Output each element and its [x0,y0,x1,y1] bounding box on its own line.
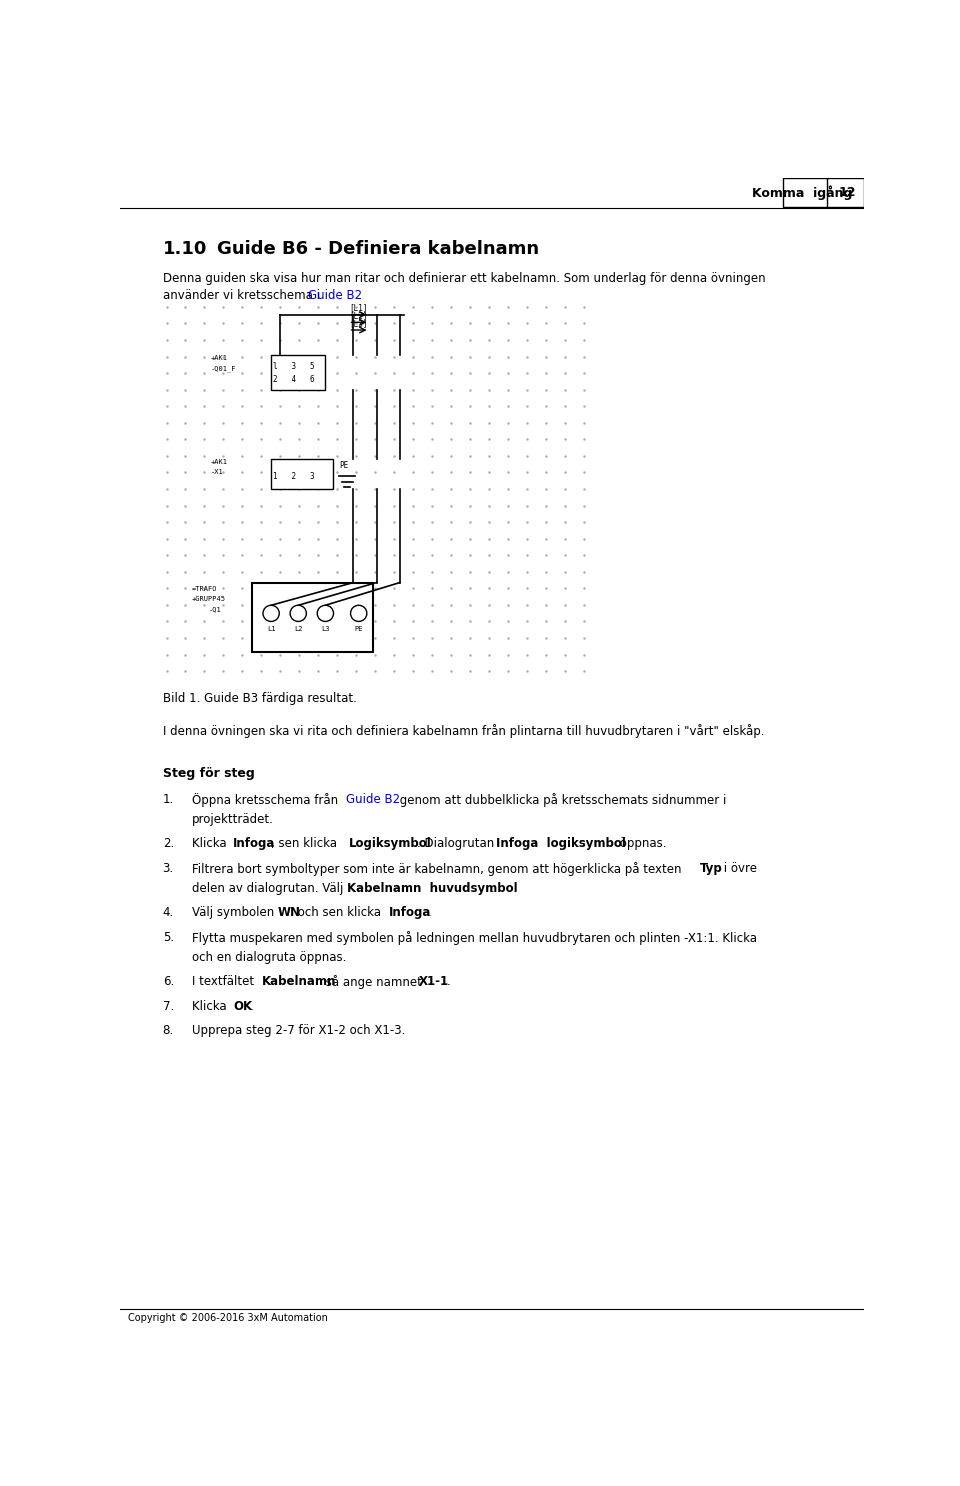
Text: öppnas.: öppnas. [616,838,666,850]
Text: Infoga  logiksymbol: Infoga logiksymbol [496,838,626,850]
Text: . Dialogrutan: . Dialogrutan [417,838,498,850]
Text: .: . [251,1000,254,1012]
Text: 2.: 2. [162,838,174,850]
Text: 8.: 8. [162,1024,174,1037]
Text: -X1: -X1 [210,470,224,476]
Text: -Q01_F: -Q01_F [210,366,236,372]
Text: +GRUPP45: +GRUPP45 [191,596,226,602]
Text: 2   4   6: 2 4 6 [273,374,314,383]
Text: 1.10: 1.10 [162,239,207,259]
Text: .: . [356,290,360,302]
Text: Infoga: Infoga [389,906,431,920]
Text: Guide B2: Guide B2 [308,290,363,302]
Text: genom att dubbelklicka på kretsschemats sidnummer i: genom att dubbelklicka på kretsschemats … [396,792,727,807]
Text: +AK1: +AK1 [210,459,228,465]
Text: Guide B6 - Definiera kabelnamn: Guide B6 - Definiera kabelnamn [217,239,539,259]
Circle shape [263,605,279,621]
Text: .: . [491,883,494,895]
Text: 7.: 7. [162,1000,174,1012]
Circle shape [290,605,306,621]
Text: .: . [446,975,450,988]
Text: och sen klicka: och sen klicka [295,906,385,920]
Text: -Q1: -Q1 [209,606,222,612]
Text: =TRAFO: =TRAFO [191,587,217,593]
Bar [252,583,373,652]
Text: Copyright © 2006-2016 3xM Automation: Copyright © 2006-2016 3xM Automation [128,1314,327,1324]
Text: delen av dialogrutan. Välj: delen av dialogrutan. Välj [192,883,348,895]
Text: 12: 12 [838,186,855,199]
Text: Komma  igång: Komma igång [752,186,852,201]
Text: Denna guiden ska visa hur man ritar och definierar ett kabelnamn. Som underlag f: Denna guiden ska visa hur man ritar och … [162,272,765,285]
Text: Bild 1. Guide B3 färdiga resultat.: Bild 1. Guide B3 färdiga resultat. [162,692,356,704]
Text: I textfältet: I textfältet [192,975,258,988]
Text: +AK1: +AK1 [210,355,228,361]
Text: PE: PE [354,627,363,633]
Circle shape [350,605,367,621]
Text: L1: L1 [267,627,276,633]
Text: Filtrera bort symboltyper som inte är kabelnamn, genom att högerklicka på texten: Filtrera bort symboltyper som inte är ka… [192,862,685,875]
Text: [L2]: [L2] [349,311,368,319]
Text: Logiksymbol: Logiksymbol [348,838,431,850]
Text: 1.: 1. [162,792,174,805]
Text: Upprepa steg 2-7 för X1-2 och X1-3.: Upprepa steg 2-7 för X1-2 och X1-3. [192,1024,405,1037]
Text: OK: OK [233,1000,252,1012]
Text: 5.: 5. [162,930,174,944]
Text: Steg för steg: Steg för steg [162,767,254,780]
Text: I denna övningen ska vi rita och definiera kabelnamn från plintarna till huvudbr: I denna övningen ska vi rita och definie… [162,724,764,739]
Bar [271,459,333,489]
Text: Kabelnamn  huvudsymbol: Kabelnamn huvudsymbol [348,883,517,895]
Text: L3: L3 [322,627,329,633]
Text: så ange namnet: så ange namnet [323,975,426,990]
Text: WN: WN [277,906,300,920]
Text: PE: PE [339,461,348,470]
Text: L2: L2 [294,627,302,633]
Text: [L3]: [L3] [349,318,368,328]
Text: och en dialogruta öppnas.: och en dialogruta öppnas. [192,951,347,964]
Text: Guide B2: Guide B2 [346,792,399,805]
Text: .: . [427,906,431,920]
Text: projektträdet.: projektträdet. [192,813,274,826]
Text: Öppna kretsschema från: Öppna kretsschema från [192,792,342,807]
Text: , sen klicka: , sen klicka [271,838,341,850]
Text: Infoga: Infoga [232,838,275,850]
Text: Välj symbolen: Välj symbolen [192,906,278,920]
Circle shape [317,605,333,621]
Bar [271,355,325,389]
Text: 6.: 6. [162,975,174,988]
Text: Kabelnamn: Kabelnamn [262,975,336,988]
Text: använder vi kretsschema i: använder vi kretsschema i [162,290,324,302]
Text: Flytta muspekaren med symbolen på ledningen mellan huvudbrytaren och plinten -X1: Flytta muspekaren med symbolen på lednin… [192,930,757,945]
Text: X1-1: X1-1 [419,975,448,988]
Text: [L1]: [L1] [349,303,368,312]
Text: 1   2   3: 1 2 3 [273,471,314,480]
Text: Klicka: Klicka [192,1000,230,1012]
Bar [782,178,864,207]
Text: Typ: Typ [700,862,723,875]
Text: 3.: 3. [162,862,174,875]
Text: 4.: 4. [162,906,174,920]
Text: l   3   5: l 3 5 [273,361,314,370]
Text: i övre: i övre [720,862,756,875]
Text: Klicka: Klicka [192,838,230,850]
